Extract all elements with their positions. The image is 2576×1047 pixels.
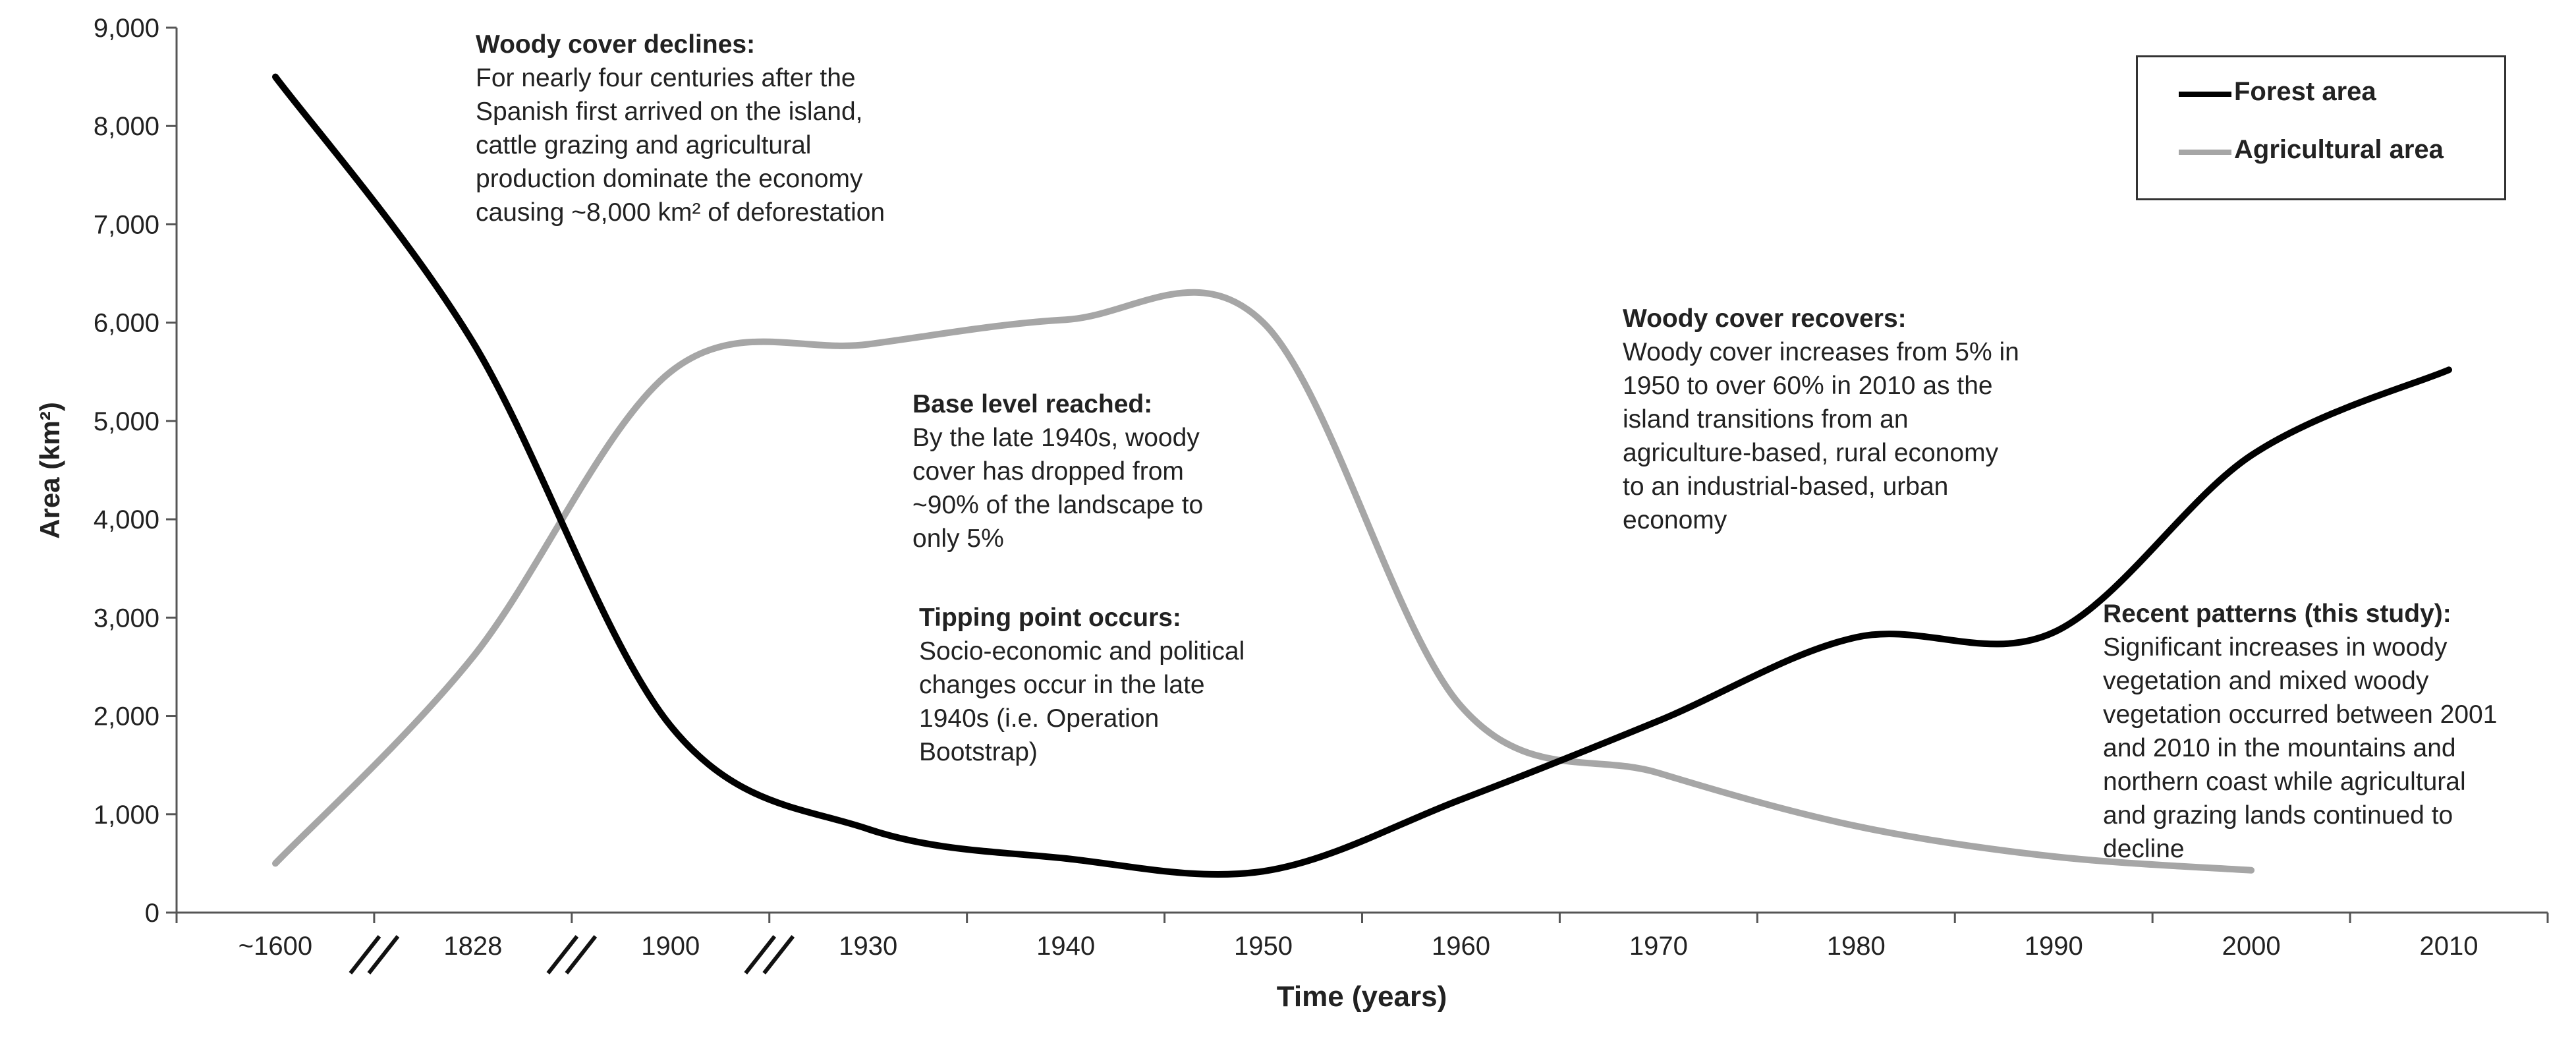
annotation-line: changes occur in the late bbox=[919, 671, 1205, 699]
annotation-line: and 2010 in the mountains and bbox=[2103, 734, 2456, 762]
legend: Forest area Agricultural area bbox=[2136, 55, 2506, 200]
y-ticks: 0 1,000 2,000 3,000 4,000 5,000 6,000 7,000 8,00… bbox=[94, 14, 177, 928]
y-axis-title: Area (km²) bbox=[34, 402, 65, 539]
annotation-heading: Recent patterns (this study): bbox=[2103, 600, 2451, 628]
y-tick-label: 4,000 bbox=[94, 505, 159, 534]
y-tick-label: 8,000 bbox=[94, 112, 159, 141]
x-tick-label: 1900 bbox=[641, 932, 700, 961]
axis-break-mark bbox=[349, 935, 381, 975]
axis-break-mark bbox=[762, 935, 795, 975]
legend-swatch-forest-area bbox=[2179, 92, 2231, 97]
x-axis-title: Time (years) bbox=[1277, 980, 1447, 1013]
annotation-line: only 5% bbox=[912, 524, 1004, 553]
annotation-line: Bootstrap) bbox=[919, 738, 1038, 766]
annotation-line: to an industrial-based, urban bbox=[1623, 472, 1949, 501]
x-tick-label: 1940 bbox=[1036, 932, 1095, 961]
annotation-line: cattle grazing and agricultural bbox=[476, 131, 812, 159]
axis-break-mark bbox=[565, 935, 598, 975]
legend-label-forest-area: Forest area bbox=[2234, 77, 2376, 106]
y-tick-label: 9,000 bbox=[94, 14, 159, 43]
x-tick-label: 1930 bbox=[839, 932, 897, 961]
annotation-line: agriculture-based, rural economy bbox=[1623, 439, 1999, 467]
x-ticks: ~1600 1828 1900 1930 1940 1950 1960 1970 1980 199… bbox=[175, 913, 2549, 961]
x-tick-label: 1828 bbox=[443, 932, 502, 961]
annotation-tipping-point-occurs: Tipping point occurs: Socio-economic and… bbox=[919, 601, 1245, 769]
annotation-line: island transitions from an bbox=[1623, 405, 1909, 434]
y-tick-label: 5,000 bbox=[94, 407, 159, 436]
x-tick-label: 1960 bbox=[1432, 932, 1490, 961]
x-tick-label: 1980 bbox=[1827, 932, 1886, 961]
annotation-recent-patterns: Recent patterns (this study): Significan… bbox=[2103, 597, 2497, 866]
axis-break-mark bbox=[367, 935, 400, 975]
x-tick-label: 1990 bbox=[2025, 932, 2083, 961]
legend-swatch-agricultural-area bbox=[2179, 150, 2231, 155]
annotation-line: For nearly four centuries after the bbox=[476, 64, 856, 92]
annotation-base-level-reached: Base level reached: By the late 1940s, w… bbox=[912, 387, 1203, 555]
annotation-heading: Woody cover recovers: bbox=[1623, 304, 1907, 333]
annotation-line: causing ~8,000 km² of deforestation bbox=[476, 198, 885, 227]
series-line-agricultural-area bbox=[272, 289, 2255, 874]
annotation-line: Woody cover increases from 5% in bbox=[1623, 338, 2019, 366]
annotation-line: vegetation occurred between 2001 bbox=[2103, 700, 2498, 729]
axis-break-mark bbox=[744, 935, 777, 975]
annotation-heading: Base level reached: bbox=[912, 390, 1153, 418]
x-axis-breaks bbox=[349, 935, 795, 975]
x-tick-label: 2000 bbox=[2222, 932, 2281, 961]
x-axis: ~1600 1828 1900 1930 1940 1950 1960 1970 1980 199… bbox=[175, 911, 2549, 975]
annotation-heading: Tipping point occurs: bbox=[919, 604, 1181, 632]
annotation-woody-cover-declines: Woody cover declines: For nearly four ce… bbox=[476, 28, 885, 229]
annotation-line: northern coast while agricultural bbox=[2103, 768, 2466, 796]
annotation-line: economy bbox=[1623, 506, 1727, 534]
y-axis: 0 1,000 2,000 3,000 4,000 5,000 6,000 7,000 8,00… bbox=[94, 14, 178, 928]
y-tick-label: 3,000 bbox=[94, 604, 159, 633]
y-tick-label: 2,000 bbox=[94, 702, 159, 731]
annotation-line: decline bbox=[2103, 835, 2185, 863]
x-tick-label: 2010 bbox=[2420, 932, 2478, 961]
annotation-line: and grazing lands continued to bbox=[2103, 801, 2453, 830]
legend-label-agricultural-area: Agricultural area bbox=[2234, 135, 2444, 164]
annotation-line: By the late 1940s, woody bbox=[912, 424, 1200, 452]
annotation-line: production dominate the economy bbox=[476, 165, 863, 193]
x-tick-label: ~1600 bbox=[238, 932, 312, 961]
annotation-line: 1940s (i.e. Operation bbox=[919, 704, 1160, 733]
annotation-line: vegetation and mixed woody bbox=[2103, 667, 2429, 695]
annotation-line: Socio-economic and political bbox=[919, 637, 1245, 665]
y-tick-label: 7,000 bbox=[94, 210, 159, 239]
annotation-line: 1950 to over 60% in 2010 as the bbox=[1623, 372, 1993, 400]
y-tick-label: 6,000 bbox=[94, 309, 159, 338]
annotation-line: Spanish first arrived on the island, bbox=[476, 98, 863, 126]
y-tick-label: 1,000 bbox=[94, 801, 159, 830]
x-tick-label: 1950 bbox=[1234, 932, 1293, 961]
axis-break-mark bbox=[546, 935, 579, 975]
annotation-heading: Woody cover declines: bbox=[476, 30, 756, 59]
annotation-line: Significant increases in woody bbox=[2103, 633, 2448, 662]
series-line-forest-area bbox=[272, 73, 2452, 878]
annotation-woody-cover-recovers: Woody cover recovers: Woody cover increa… bbox=[1623, 302, 2019, 537]
series-layer bbox=[272, 73, 2452, 878]
x-tick-label: 1970 bbox=[1629, 932, 1688, 961]
annotation-line: ~90% of the landscape to bbox=[912, 491, 1204, 519]
annotation-line: cover has dropped from bbox=[912, 457, 1184, 486]
y-tick-label: 0 bbox=[145, 899, 159, 928]
